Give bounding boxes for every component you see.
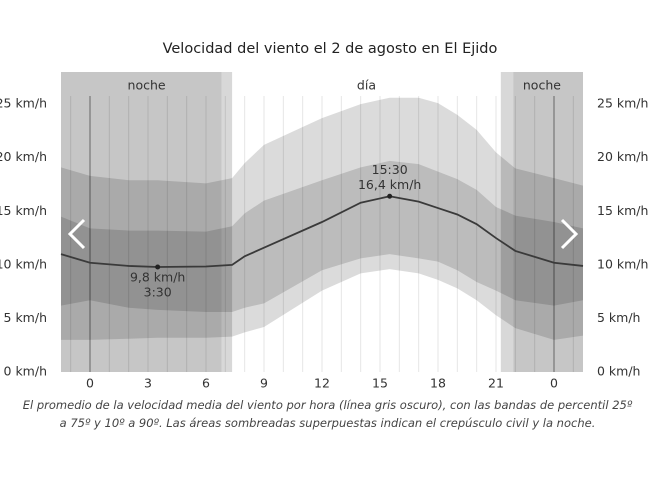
y-tick-label: 25 km/h <box>0 96 47 111</box>
annotation-time: 3:30 <box>144 285 172 300</box>
y-tick-label: 20 km/h <box>0 149 47 164</box>
y2-tick-label: 25 km/h <box>597 96 648 111</box>
annotation-time: 15:30 <box>372 162 408 177</box>
percentile-band <box>61 97 583 340</box>
y-tick-label: 5 km/h <box>4 310 47 325</box>
x-tick-label: 21 <box>488 376 504 391</box>
x-tick-label: 0 <box>550 376 558 391</box>
y2-tick-label: 20 km/h <box>597 149 648 164</box>
y-tick-label: 0 km/h <box>4 364 47 379</box>
caption: El promedio de la velocidad media del vi… <box>22 398 633 430</box>
chart: Velocidad del viento el 2 de agosto en E… <box>0 41 648 391</box>
x-tick-label: 0 <box>86 376 94 391</box>
annotation-dot <box>155 264 161 270</box>
night-shade <box>513 72 583 372</box>
y2-tick-label: 0 km/h <box>597 364 640 379</box>
annotation-value: 16,4 km/h <box>358 177 421 192</box>
x-tick-label: 6 <box>202 376 210 391</box>
region-label: día <box>357 78 376 93</box>
x-tick-label: 18 <box>430 376 446 391</box>
region-label: noche <box>128 78 166 93</box>
chart-title: Velocidad del viento el 2 de agosto en E… <box>163 41 498 57</box>
prev-arrow[interactable] <box>67 218 86 250</box>
region-label: noche <box>523 78 561 93</box>
y2-tick-label: 5 km/h <box>597 310 640 325</box>
x-tick-label: 12 <box>314 376 330 391</box>
y-tick-label: 10 km/h <box>0 256 47 271</box>
x-tick-label: 3 <box>144 376 152 391</box>
x-tick-label: 9 <box>260 376 268 391</box>
y-tick-label: 15 km/h <box>0 203 47 218</box>
y2-tick-label: 10 km/h <box>597 256 648 271</box>
annotation-dot <box>387 193 393 199</box>
x-tick-label: 15 <box>372 376 388 391</box>
night-shade <box>61 72 222 372</box>
next-arrow[interactable] <box>560 218 579 250</box>
annotation-value: 9,8 km/h <box>130 270 185 285</box>
percentile-band <box>61 160 583 312</box>
y2-tick-label: 15 km/h <box>597 203 648 218</box>
